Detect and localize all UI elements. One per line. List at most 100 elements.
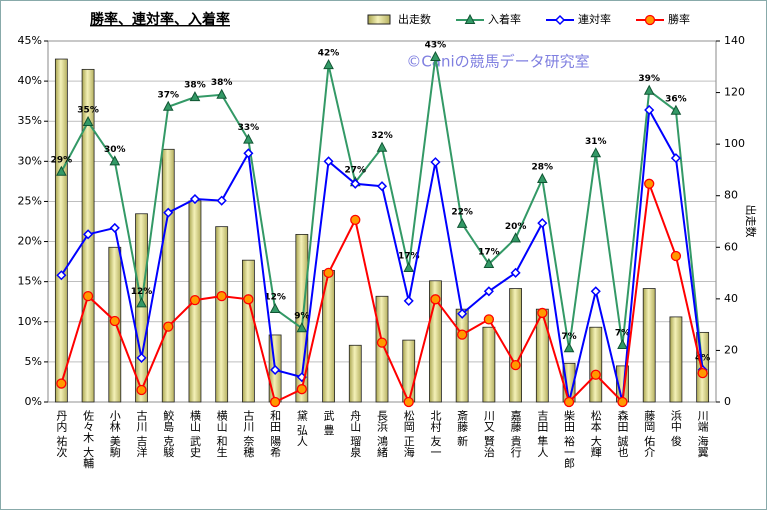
marker xyxy=(136,384,147,396)
marker xyxy=(483,257,495,269)
marker xyxy=(56,165,67,176)
y2-tick-label: 120 xyxy=(724,86,745,99)
x-tick-label: 斎藤 新 xyxy=(456,409,469,447)
marker xyxy=(457,308,468,319)
x-tick-label: 藤岡 佑介 xyxy=(643,410,656,458)
marker xyxy=(643,84,655,95)
marker xyxy=(430,50,441,62)
x-tick-label: 佐々木 大輔 xyxy=(82,409,95,469)
y2-tick-label: 60 xyxy=(724,240,738,253)
marker xyxy=(189,193,201,205)
marker xyxy=(456,217,468,228)
x-tick-label: 横山 武史 xyxy=(188,409,201,458)
y-tick-label: 35% xyxy=(18,114,42,127)
x-tick-label: 古川 吉洋 xyxy=(135,410,148,458)
x-tick-label: 舟山 瑠泉 xyxy=(349,409,362,458)
x-tick-label: 松本 大輝 xyxy=(589,409,602,458)
marker xyxy=(554,14,566,26)
y2-tick-label: 40 xyxy=(724,292,738,305)
marker xyxy=(350,178,361,189)
marker xyxy=(350,214,361,226)
marker xyxy=(670,153,681,164)
x-tick-label: 鮫島 克駿 xyxy=(162,409,175,458)
marker xyxy=(270,364,281,375)
x-tick-label: 武 豊 xyxy=(322,410,335,436)
marker xyxy=(403,396,414,408)
marker xyxy=(323,267,334,278)
marker xyxy=(644,178,655,189)
legend-swatch xyxy=(367,14,391,25)
legend-label: 勝率 xyxy=(668,12,690,26)
x-tick-label: 古川 奈穂 xyxy=(242,410,255,458)
marker xyxy=(189,294,201,306)
marker xyxy=(83,229,94,240)
marker xyxy=(644,104,655,116)
marker xyxy=(296,384,307,395)
y2-tick-label: 20 xyxy=(724,343,738,356)
marker xyxy=(56,270,67,281)
data-label: 37% xyxy=(157,90,179,100)
data-label: 42% xyxy=(318,49,340,59)
marker xyxy=(82,115,94,127)
marker xyxy=(563,396,575,408)
x-tick-label: 黛 弘人 xyxy=(295,410,308,447)
x-tick-label: 北村 友一 xyxy=(429,410,442,458)
data-label: 39% xyxy=(638,74,660,84)
marker xyxy=(243,133,254,144)
data-label: 12% xyxy=(264,292,286,302)
marker xyxy=(376,337,388,348)
marker xyxy=(590,286,601,297)
marker xyxy=(563,342,575,353)
marker xyxy=(617,338,628,350)
bar xyxy=(348,344,362,403)
y-tick-label: 5% xyxy=(25,355,42,368)
bar xyxy=(215,226,229,403)
y-tick-label: 20% xyxy=(18,235,42,248)
bar xyxy=(135,213,148,403)
y-tick-label: 15% xyxy=(18,275,42,288)
x-tick-label: 小林 美駒 xyxy=(108,410,121,458)
bar xyxy=(161,148,175,403)
bar xyxy=(241,259,255,403)
data-label: 30% xyxy=(104,145,126,155)
marker xyxy=(162,100,174,111)
bar xyxy=(375,295,389,403)
marker xyxy=(323,58,334,70)
data-label: 12% xyxy=(131,287,153,297)
bar xyxy=(455,308,469,403)
x-tick-label: 横山 和生 xyxy=(215,409,228,458)
marker xyxy=(590,369,601,380)
marker xyxy=(269,302,281,313)
data-label: 9% xyxy=(294,312,309,322)
marker xyxy=(216,195,227,206)
data-label: 43% xyxy=(425,41,447,51)
x-tick-label: 嘉藤 貴行 xyxy=(509,409,522,458)
marker xyxy=(537,307,548,319)
marker xyxy=(430,157,441,168)
marker xyxy=(644,14,656,26)
bar xyxy=(482,326,496,403)
x-tick-label: 吉田 隼人 xyxy=(536,410,549,458)
marker xyxy=(163,207,174,218)
marker xyxy=(510,359,521,371)
data-label: 35% xyxy=(77,106,99,116)
marker xyxy=(464,13,476,24)
legend-label: 入着率 xyxy=(488,12,521,26)
marker xyxy=(670,104,682,115)
marker xyxy=(536,172,548,183)
y2-axis-label: 出走数 xyxy=(744,205,758,238)
x-tick-label: 浜中 俊 xyxy=(669,410,682,447)
marker xyxy=(109,315,120,327)
marker xyxy=(430,294,441,305)
x-tick-label: 長浜 鴻緒 xyxy=(376,410,389,458)
marker xyxy=(109,155,121,166)
marker xyxy=(403,261,415,273)
data-label: 38% xyxy=(184,81,206,91)
marker xyxy=(457,329,468,340)
data-label: 33% xyxy=(238,123,260,133)
marker xyxy=(82,290,94,302)
marker xyxy=(537,218,548,229)
marker xyxy=(189,91,201,102)
marker xyxy=(617,396,628,408)
